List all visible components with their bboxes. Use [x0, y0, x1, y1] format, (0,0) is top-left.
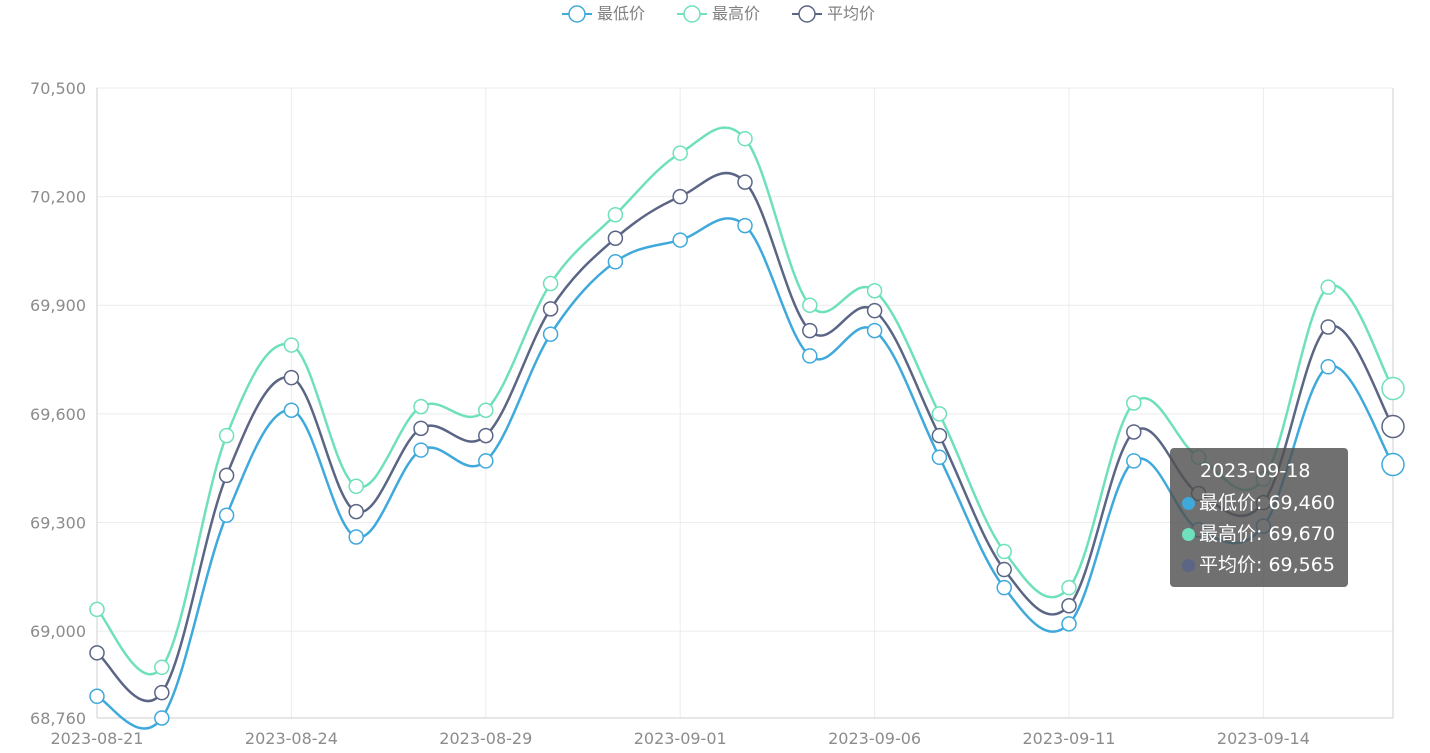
data-point-low[interactable] — [1320, 359, 1336, 375]
data-point-avg[interactable] — [737, 174, 753, 190]
data-point-high[interactable] — [89, 601, 105, 618]
data-point-avg[interactable] — [89, 645, 105, 661]
tooltip-row-low: 最低价: 69,460 — [1182, 488, 1348, 519]
data-point-high[interactable] — [478, 402, 494, 418]
x-tick-label: 2023-08-21 — [51, 729, 144, 748]
data-point-high[interactable] — [1381, 376, 1405, 401]
tooltip-label-high: 最高价: 69,670 — [1199, 523, 1335, 545]
y-tick-label: 70,500 — [30, 79, 86, 98]
data-point-avg[interactable] — [1320, 319, 1336, 335]
x-tick-label: 2023-09-11 — [1023, 729, 1116, 748]
data-point-avg[interactable] — [542, 301, 559, 317]
x-tick-label: 2023-08-24 — [245, 729, 338, 748]
legend-item-high[interactable]: 最高价 — [677, 4, 760, 23]
data-point-low[interactable] — [996, 579, 1012, 596]
data-point-high[interactable] — [218, 427, 235, 444]
legend-marker — [798, 5, 816, 23]
data-point-low[interactable] — [1381, 452, 1405, 477]
x-tick-label: 2023-09-06 — [828, 729, 921, 748]
tooltip-dot-avg — [1182, 559, 1195, 572]
y-tick-label: 69,300 — [30, 513, 86, 532]
data-point-low[interactable] — [737, 217, 753, 234]
data-point-high[interactable] — [672, 145, 688, 161]
legend[interactable]: 最低价 最高价 平均价 — [562, 4, 875, 23]
data-point-avg[interactable] — [218, 467, 235, 484]
tooltip-dot-high — [1182, 528, 1195, 541]
data-point-low[interactable] — [478, 453, 494, 469]
y-tick-label: 68,760 — [30, 709, 86, 728]
data-point-avg[interactable] — [413, 420, 429, 437]
data-point-high[interactable] — [931, 406, 948, 422]
y-tick-label: 70,200 — [30, 188, 86, 207]
data-point-avg[interactable] — [996, 561, 1012, 578]
data-point-low[interactable] — [218, 507, 235, 523]
data-point-avg[interactable] — [866, 302, 883, 319]
tooltip-label-avg: 平均价: 69,565 — [1199, 554, 1335, 576]
tooltip-dot-low — [1182, 497, 1195, 510]
data-point-avg[interactable] — [1126, 424, 1142, 440]
legend-label: 平均价 — [827, 4, 875, 23]
data-point-low[interactable] — [1126, 453, 1142, 469]
data-point-low[interactable] — [1061, 616, 1077, 632]
data-point-avg[interactable] — [1061, 598, 1077, 614]
x-tick-label: 2023-09-14 — [1217, 729, 1310, 748]
data-point-low[interactable] — [866, 322, 883, 339]
data-point-high[interactable] — [1061, 579, 1077, 596]
data-point-avg[interactable] — [478, 427, 494, 444]
data-point-low[interactable] — [413, 442, 429, 458]
data-point-avg[interactable] — [607, 230, 624, 247]
x-tick-label: 2023-09-01 — [634, 729, 727, 748]
data-point-high[interactable] — [866, 283, 883, 299]
legend-item-low[interactable]: 最低价 — [562, 4, 645, 23]
data-point-high[interactable] — [1320, 279, 1336, 295]
data-point-low[interactable] — [931, 449, 948, 466]
data-point-low[interactable] — [283, 402, 300, 418]
legend-label: 最高价 — [712, 4, 760, 23]
data-point-high[interactable] — [542, 275, 559, 292]
tooltip-date: 2023-09-18 — [1200, 460, 1311, 482]
data-point-high[interactable] — [1126, 395, 1142, 411]
data-point-avg[interactable] — [931, 427, 948, 444]
data-point-high[interactable] — [283, 337, 300, 353]
data-point-high[interactable] — [413, 398, 429, 415]
data-point-high[interactable] — [607, 206, 624, 223]
legend-marker — [568, 5, 586, 23]
tooltip-label-low: 最低价: 69,460 — [1199, 492, 1335, 514]
legend-marker — [683, 5, 701, 23]
legend-label: 最低价 — [597, 4, 645, 23]
tooltip: 2023-09-18 最低价: 69,460 最高价: 69,670 平均价: … — [1170, 448, 1348, 587]
data-point-high[interactable] — [154, 659, 170, 676]
data-point-low[interactable] — [348, 529, 364, 545]
tooltip-row-avg: 平均价: 69,565 — [1182, 550, 1348, 581]
data-point-avg[interactable] — [1381, 414, 1405, 439]
x-tick-label: 2023-08-29 — [439, 729, 532, 748]
data-point-avg[interactable] — [154, 684, 170, 701]
data-point-avg[interactable] — [348, 503, 364, 520]
data-point-low[interactable] — [89, 688, 105, 705]
data-point-avg[interactable] — [802, 322, 818, 339]
data-point-low[interactable] — [802, 348, 818, 364]
y-tick-label: 69,900 — [30, 296, 86, 315]
data-point-high[interactable] — [802, 297, 818, 313]
axes: 68,760 69,000 69,300 69,600 69,900 70,200 70,5… — [30, 79, 1394, 748]
data-point-low[interactable] — [542, 326, 559, 342]
data-point-low[interactable] — [672, 232, 688, 248]
data-point-low[interactable] — [607, 254, 624, 270]
y-tick-label: 69,600 — [30, 405, 86, 424]
data-points — [89, 130, 1405, 726]
data-point-high[interactable] — [348, 478, 364, 495]
data-point-low[interactable] — [154, 710, 170, 726]
data-point-avg[interactable] — [283, 369, 300, 386]
data-point-avg[interactable] — [672, 188, 688, 205]
data-point-high[interactable] — [737, 130, 753, 147]
legend-item-avg[interactable]: 平均价 — [792, 4, 875, 23]
data-point-high[interactable] — [996, 543, 1012, 560]
y-tick-label: 69,000 — [30, 622, 86, 641]
tooltip-row-high: 最高价: 69,670 — [1182, 519, 1348, 550]
